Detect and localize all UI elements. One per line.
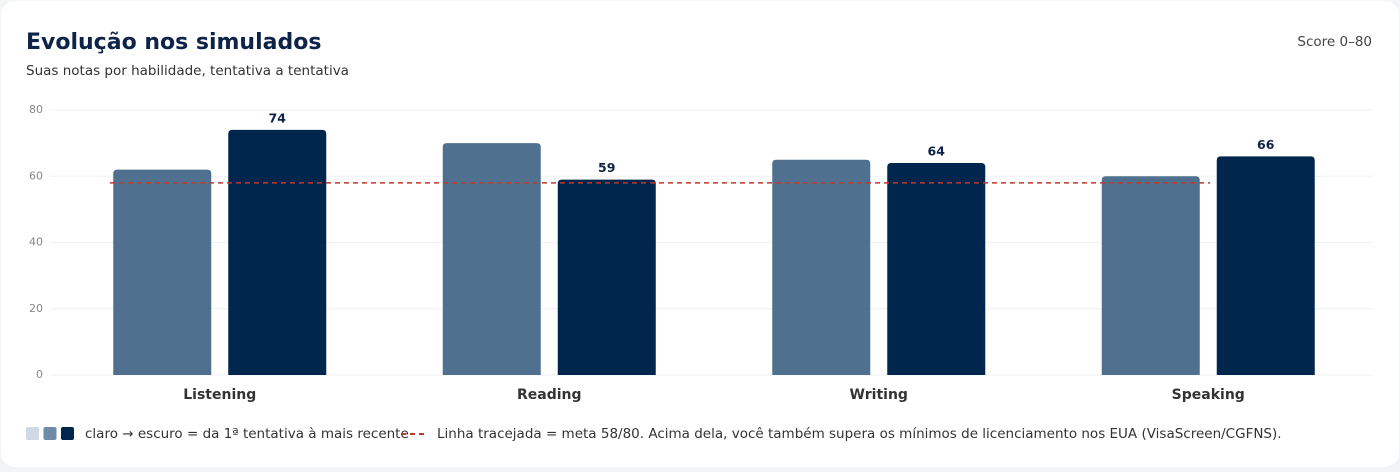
x-tick-label: Reading — [517, 387, 582, 403]
value-label: 59 — [598, 160, 615, 175]
value-label: 66 — [1257, 137, 1275, 152]
legend-swatch — [26, 427, 39, 440]
bar — [228, 129, 327, 375]
y-tick-label: 60 — [29, 169, 43, 182]
scale-note: Score 0–80 — [1297, 34, 1372, 50]
bar — [442, 143, 541, 375]
value-label: 74 — [269, 110, 287, 125]
plot-area: 0 20 40 60 80 Listening 74 Reading 59 Writing 64 Sp… — [29, 103, 1373, 403]
legend: claro → escuro = da 1ª tentativa à mais … — [26, 426, 1282, 442]
y-tick-label: 0 — [36, 368, 43, 381]
legend-swatch — [61, 427, 74, 440]
bar — [557, 179, 656, 375]
x-tick-label: Writing — [850, 387, 908, 403]
x-tick-label: Listening — [183, 387, 256, 403]
x-tick-label: Speaking — [1172, 387, 1245, 403]
bar — [113, 169, 212, 375]
y-tick-label: 40 — [29, 236, 43, 249]
legend-text: claro → escuro = da 1ª tentativa à mais … — [85, 426, 409, 442]
legend-swatch — [43, 427, 57, 440]
chart-subtitle: Suas notas por habilidade, tentativa a t… — [26, 63, 349, 79]
bar — [887, 163, 986, 375]
bar — [1216, 156, 1315, 375]
y-tick-label: 20 — [29, 302, 43, 315]
y-tick-label: 80 — [29, 103, 43, 116]
chart-title: Evolução nos simulados — [26, 30, 321, 55]
value-label: 64 — [928, 144, 946, 159]
target-note: Linha tracejada = meta 58/80. Acima dela… — [437, 426, 1282, 442]
bar — [772, 159, 871, 375]
bar — [1101, 176, 1200, 375]
